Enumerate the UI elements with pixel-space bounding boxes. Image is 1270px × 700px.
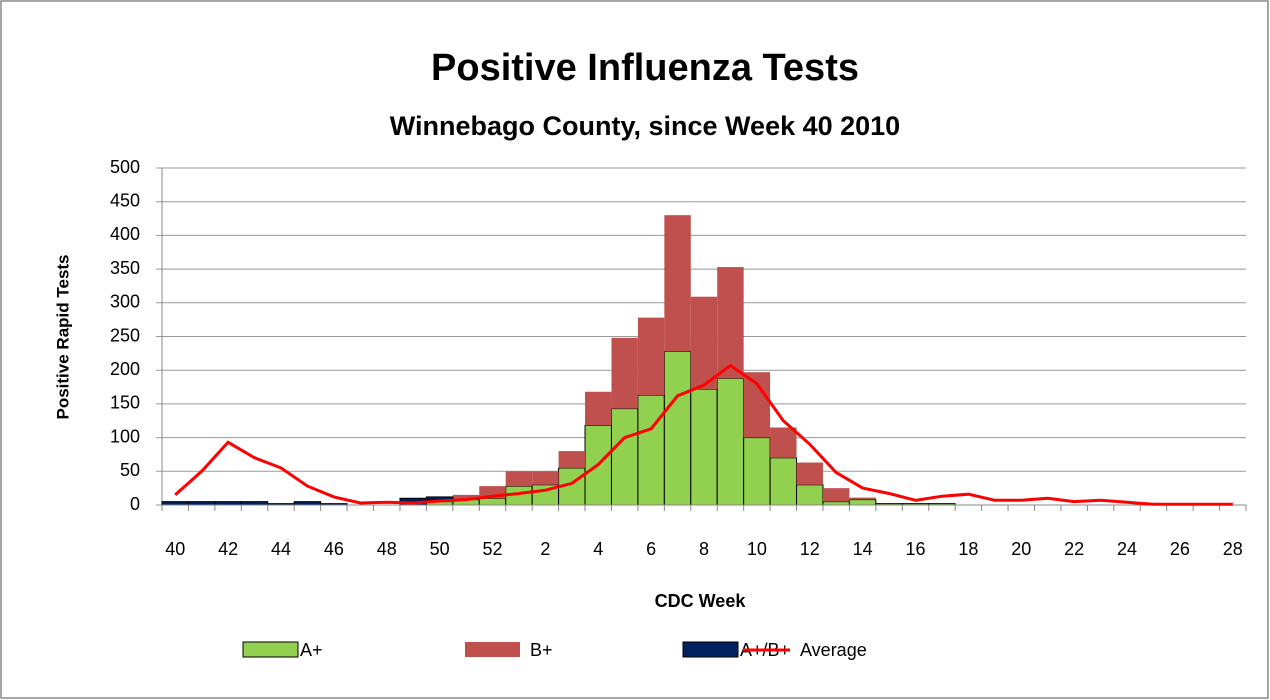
bar <box>505 471 533 487</box>
bar <box>187 501 216 506</box>
y-tick-label: 100 <box>110 426 140 446</box>
legend-label: A+ <box>300 640 323 660</box>
x-tick-label: 16 <box>905 539 925 559</box>
y-tick-label: 350 <box>110 258 140 278</box>
y-tick-label: 300 <box>110 292 140 312</box>
x-tick-label: 42 <box>218 539 238 559</box>
y-tick-label: 200 <box>110 359 140 379</box>
bar <box>848 499 877 506</box>
y-tick-label: 0 <box>130 494 140 514</box>
bar <box>663 350 692 506</box>
bar <box>637 317 665 396</box>
x-tick-label: 6 <box>646 539 656 559</box>
y-tick-label: 50 <box>120 460 140 480</box>
x-tick-label: 12 <box>800 539 820 559</box>
bar <box>214 501 242 506</box>
bar <box>769 457 798 506</box>
bar <box>532 471 559 485</box>
x-tick-label: 14 <box>853 539 873 559</box>
bar <box>822 488 850 502</box>
x-tick-label: 44 <box>271 539 291 559</box>
y-tick-label: 450 <box>110 190 140 210</box>
x-tick-label: 48 <box>377 539 397 559</box>
bar <box>796 462 823 485</box>
x-tick-label: 52 <box>482 539 502 559</box>
bar <box>558 451 586 468</box>
bar <box>664 215 691 352</box>
bar <box>161 501 189 506</box>
x-tick-label: 28 <box>1223 539 1243 559</box>
y-axis-label: Positive Rapid Tests <box>53 254 72 419</box>
bar <box>717 267 744 379</box>
line-series <box>174 363 1233 506</box>
x-tick-label: 20 <box>1011 539 1031 559</box>
y-tick-label: 250 <box>110 325 140 345</box>
bar <box>478 497 507 506</box>
bar <box>293 501 322 506</box>
y-tick-label: 500 <box>110 157 140 177</box>
legend-swatch <box>682 641 739 658</box>
bar <box>849 497 876 500</box>
bar <box>716 377 745 506</box>
x-tick-label: 50 <box>430 539 450 559</box>
x-tick-label: 22 <box>1064 539 1084 559</box>
x-tick-label: 8 <box>699 539 709 559</box>
y-tick-label: 150 <box>110 393 140 413</box>
x-tick-label: 46 <box>324 539 344 559</box>
bar <box>585 391 612 426</box>
legend-swatch <box>242 641 299 658</box>
legend-label: B+ <box>530 640 553 660</box>
bar <box>240 501 269 506</box>
chart-subtitle: Winnebago County, since Week 40 2010 <box>390 111 900 141</box>
x-axis-label: CDC Week <box>655 591 747 611</box>
x-tick-label: 24 <box>1117 539 1137 559</box>
bar <box>610 408 639 506</box>
x-tick-label: 10 <box>747 539 767 559</box>
legend-swatch <box>465 642 520 657</box>
chart-title: Positive Influenza Tests <box>431 47 859 89</box>
bar <box>822 501 850 506</box>
bar <box>452 494 480 500</box>
bar <box>690 388 718 506</box>
bar <box>611 337 638 409</box>
bar <box>796 484 824 506</box>
x-tick-label: 2 <box>540 539 550 559</box>
x-tick-label: 26 <box>1170 539 1190 559</box>
x-tick-label: 40 <box>165 539 185 559</box>
x-tick-label: 18 <box>958 539 978 559</box>
y-tick-label: 400 <box>110 224 140 244</box>
bar <box>770 427 797 458</box>
bar <box>743 437 771 506</box>
legend-label: Average <box>800 640 867 660</box>
bar <box>637 394 665 506</box>
bar <box>690 296 718 390</box>
x-tick-label: 4 <box>593 539 603 559</box>
